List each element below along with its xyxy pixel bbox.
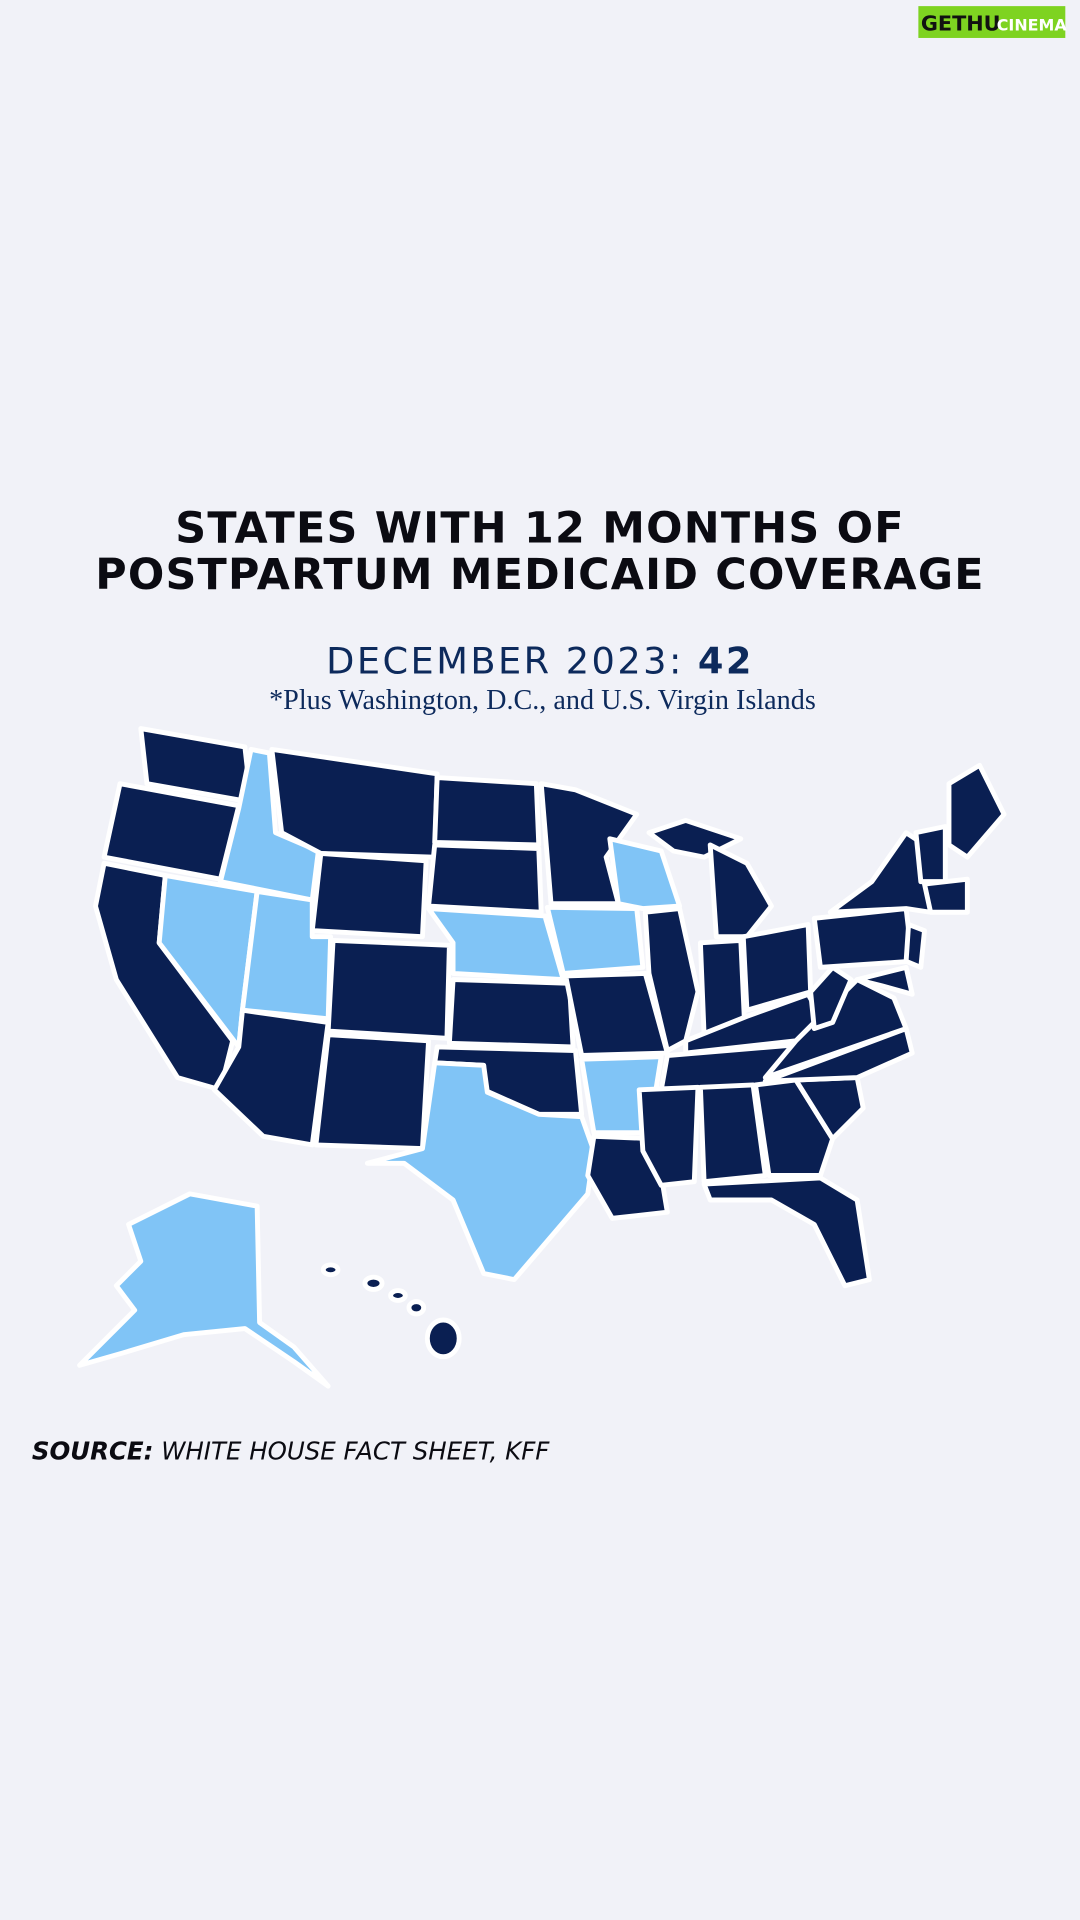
state bbox=[607, 836, 683, 912]
state bbox=[77, 1191, 331, 1389]
state bbox=[432, 775, 542, 848]
state bbox=[854, 964, 915, 997]
state bbox=[313, 1032, 432, 1152]
state bbox=[446, 977, 576, 1050]
state bbox=[811, 906, 915, 970]
title: POSTPARTUM MEDICAID COVERAGE bbox=[95, 550, 985, 600]
state bbox=[913, 824, 948, 885]
source-text: WHITE HOUSE FACT SHEET, KFF bbox=[161, 1437, 550, 1466]
state bbox=[544, 904, 646, 976]
headline-count: 42 bbox=[698, 639, 754, 682]
state bbox=[636, 1084, 701, 1188]
watermark-text: CINEMA bbox=[997, 16, 1068, 35]
us-map bbox=[77, 726, 1007, 1389]
note: *Plus Washington, D.C., and U.S. Virgin … bbox=[269, 685, 816, 716]
state bbox=[309, 851, 429, 940]
state bbox=[922, 876, 970, 915]
headline: DECEMBER 2023: 42 bbox=[326, 639, 754, 682]
state bbox=[701, 1175, 872, 1289]
title: STATES WITH 12 MONTHS OF bbox=[175, 503, 904, 553]
state bbox=[903, 922, 927, 970]
state bbox=[946, 762, 1007, 860]
state bbox=[320, 1262, 462, 1360]
state bbox=[538, 781, 640, 907]
state bbox=[217, 746, 321, 903]
watermark: GETHU CINEMA bbox=[918, 6, 1067, 38]
state bbox=[426, 906, 566, 983]
state bbox=[707, 842, 774, 940]
state bbox=[697, 1082, 768, 1185]
watermark-text: GETHU bbox=[921, 12, 1001, 36]
source-label: SOURCE: bbox=[32, 1437, 154, 1466]
state bbox=[808, 964, 854, 1032]
state bbox=[426, 842, 544, 915]
watermark-box bbox=[918, 6, 1066, 38]
state bbox=[364, 1060, 597, 1283]
headline-label: DECEMBER 2023: bbox=[326, 639, 684, 682]
state bbox=[325, 937, 452, 1041]
source: SOURCE: WHITE HOUSE FACT SHEET, KFF bbox=[32, 1437, 550, 1466]
